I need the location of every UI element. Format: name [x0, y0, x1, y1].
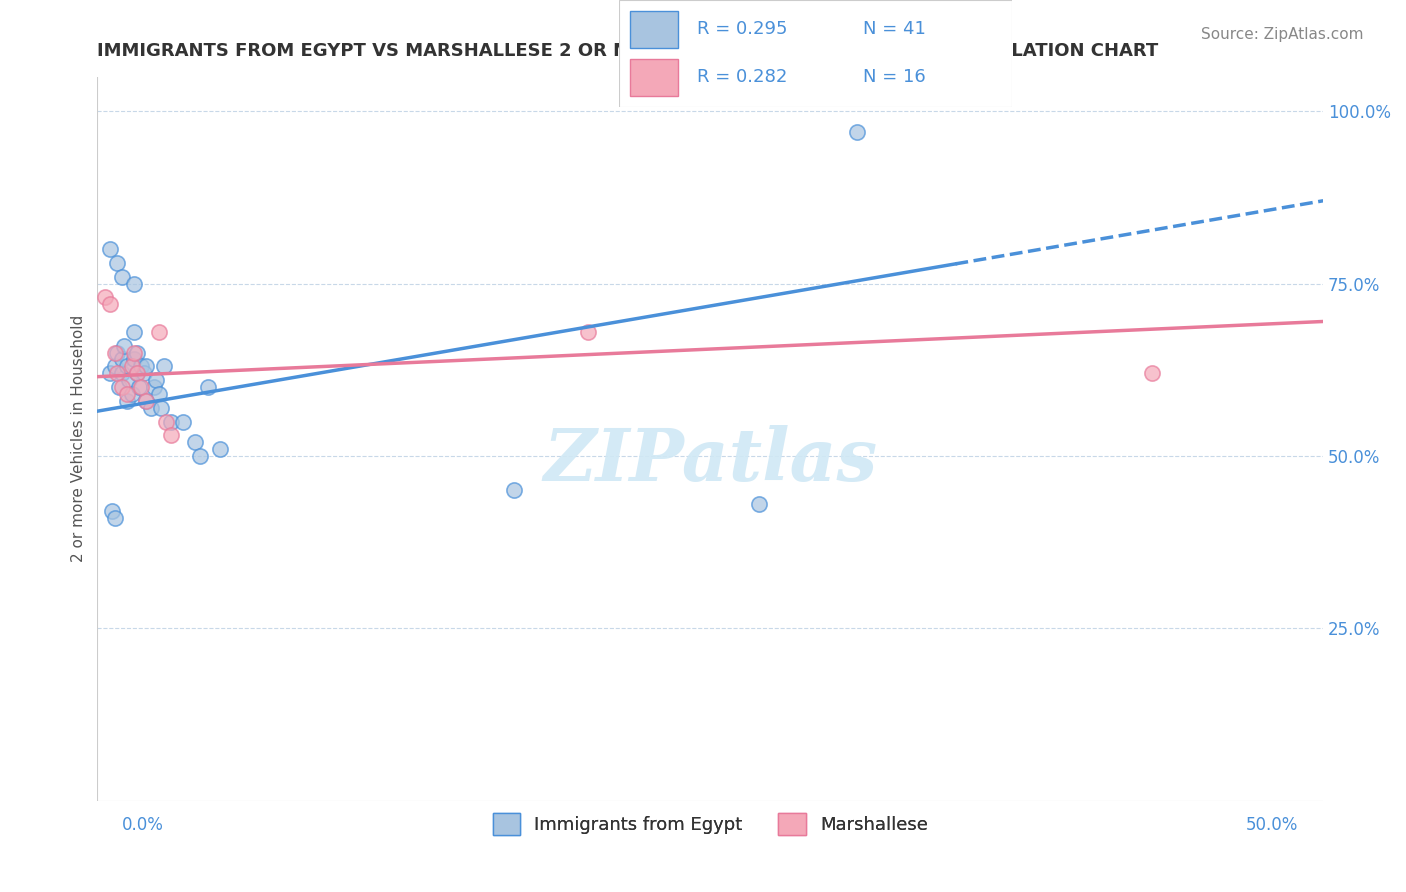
Point: [141, 401, 163, 415]
Point: [188, 449, 211, 463]
Point: [93, 290, 115, 304]
Point: [135, 393, 157, 408]
Point: [172, 415, 194, 429]
Point: [145, 373, 167, 387]
Point: [1140, 366, 1163, 380]
Point: [101, 504, 124, 518]
Text: R = 0.282: R = 0.282: [697, 68, 787, 86]
Point: [846, 125, 869, 139]
Point: [148, 325, 170, 339]
Point: [108, 380, 131, 394]
Point: [105, 366, 128, 380]
Point: [111, 269, 134, 284]
Point: [748, 497, 770, 511]
Point: [125, 345, 148, 359]
Point: [115, 387, 138, 401]
Text: Source: ZipAtlas.com: Source: ZipAtlas.com: [1201, 27, 1364, 42]
Text: IMMIGRANTS FROM EGYPT VS MARSHALLESE 2 OR MORE VEHICLES IN HOUSEHOLD CORRELATION: IMMIGRANTS FROM EGYPT VS MARSHALLESE 2 O…: [97, 42, 1159, 60]
Point: [118, 373, 141, 387]
Point: [125, 366, 148, 380]
Text: 0.0%: 0.0%: [122, 816, 163, 834]
Point: [122, 352, 145, 367]
Point: [122, 345, 145, 359]
Point: [135, 393, 157, 408]
FancyBboxPatch shape: [630, 59, 678, 96]
Point: [131, 380, 153, 394]
Point: [122, 325, 145, 339]
Point: [160, 415, 183, 429]
Point: [132, 366, 155, 380]
Point: [125, 366, 148, 380]
Point: [115, 393, 138, 408]
Point: [135, 359, 157, 374]
Text: 50.0%: 50.0%: [1246, 816, 1299, 834]
Point: [197, 380, 219, 394]
Point: [155, 415, 177, 429]
Point: [121, 359, 143, 374]
Point: [111, 380, 134, 394]
Point: [105, 256, 128, 270]
Point: [150, 401, 173, 415]
Point: [152, 359, 174, 374]
Point: [184, 435, 207, 450]
Point: [103, 511, 125, 525]
Point: [122, 277, 145, 291]
Point: [131, 359, 153, 374]
Point: [112, 338, 135, 352]
Point: [111, 352, 134, 367]
Point: [576, 325, 599, 339]
Y-axis label: 2 or more Vehicles in Household: 2 or more Vehicles in Household: [72, 315, 86, 562]
Point: [103, 345, 125, 359]
Point: [115, 359, 138, 374]
Text: N = 16: N = 16: [863, 68, 925, 86]
Text: N = 41: N = 41: [863, 20, 925, 37]
Text: R = 0.295: R = 0.295: [697, 20, 787, 37]
FancyBboxPatch shape: [619, 0, 1012, 107]
Point: [148, 387, 170, 401]
Point: [121, 387, 143, 401]
Point: [111, 366, 134, 380]
Point: [142, 380, 165, 394]
Text: ZIPatlas: ZIPatlas: [543, 425, 877, 496]
Point: [160, 428, 183, 442]
Point: [503, 483, 526, 498]
Point: [103, 359, 125, 374]
Point: [105, 345, 128, 359]
FancyBboxPatch shape: [630, 11, 678, 48]
Point: [128, 380, 150, 394]
Point: [98, 366, 121, 380]
Point: [208, 442, 231, 456]
Legend: Immigrants from Egypt, Marshallese: Immigrants from Egypt, Marshallese: [485, 806, 935, 843]
Point: [98, 242, 121, 256]
Point: [98, 297, 121, 311]
